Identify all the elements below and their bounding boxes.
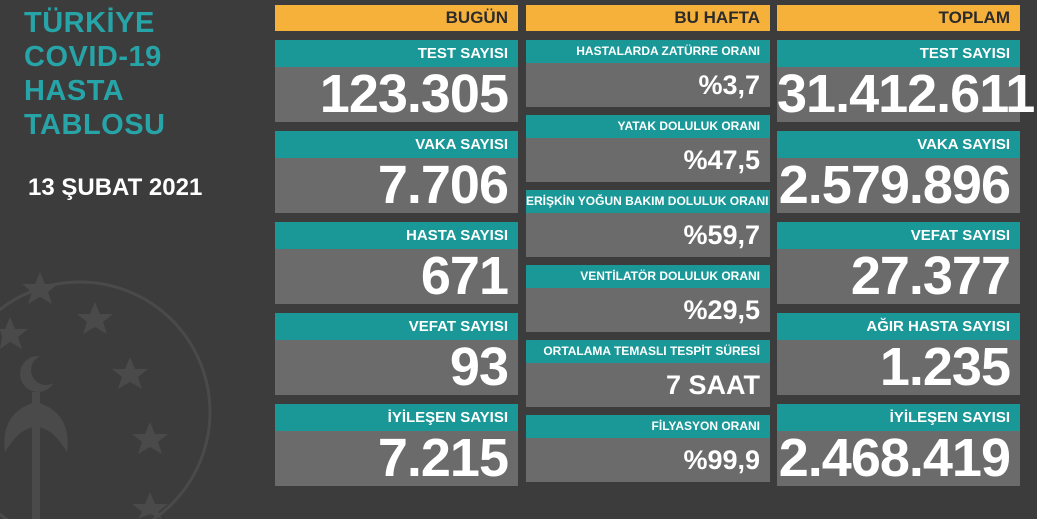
card-label: ORTALAMA TEMASLI TESPİT SÜRESİ (526, 340, 770, 363)
card-label: AĞIR HASTA SAYISI (777, 313, 1020, 340)
week-bed-occupancy-card: YATAK DOLULUK ORANI %47,5 (526, 115, 770, 182)
card-value: %47,5 (526, 138, 770, 182)
title-line: TABLOSU (24, 109, 166, 141)
card-label: VEFAT SAYISI (777, 222, 1020, 249)
today-test-card: TEST SAYISI 123.305 (275, 40, 518, 122)
card-label: İYİLEŞEN SAYISI (275, 404, 518, 431)
card-value: %59,7 (526, 213, 770, 257)
card-label: HASTALARDA ZATÜRRE ORANI (526, 40, 770, 63)
card-label: TEST SAYISI (275, 40, 518, 67)
week-icu-occupancy-card: ERİŞKİN YOĞUN BAKIM DOLULUK ORANI %59,7 (526, 190, 770, 257)
total-case-card: VAKA SAYISI 2.579.896 (777, 131, 1020, 213)
card-value: 7 SAAT (526, 363, 770, 407)
card-label: FİLYASYON ORANI (526, 415, 770, 438)
card-value: 7.706 (275, 158, 518, 213)
title-line: COVID-19 (24, 41, 162, 73)
week-pneumonia-card: HASTALARDA ZATÜRRE ORANI %3,7 (526, 40, 770, 107)
today-death-card: VEFAT SAYISI 93 (275, 313, 518, 395)
today-recovered-card: İYİLEŞEN SAYISI 7.215 (275, 404, 518, 486)
card-value: %3,7 (526, 63, 770, 107)
card-label: TEST SAYISI (777, 40, 1020, 67)
card-value: 2.579.896 (777, 158, 1020, 213)
total-recovered-card: İYİLEŞEN SAYISI 2.468.419 (777, 404, 1020, 486)
card-value: 671 (275, 249, 518, 304)
card-value: 2.468.419 (777, 431, 1020, 486)
card-value: %29,5 (526, 288, 770, 332)
today-case-card: VAKA SAYISI 7.706 (275, 131, 518, 213)
card-label: HASTA SAYISI (275, 222, 518, 249)
total-death-card: VEFAT SAYISI 27.377 (777, 222, 1020, 304)
card-label: VAKA SAYISI (777, 131, 1020, 158)
week-ventilator-card: VENTİLATÖR DOLULUK ORANI %29,5 (526, 265, 770, 332)
card-label: VAKA SAYISI (275, 131, 518, 158)
title-line: TÜRKİYE (24, 7, 155, 39)
week-header: BU HAFTA (526, 5, 770, 31)
ministry-emblem-icon (0, 272, 212, 519)
report-date: 13 ŞUBAT 2021 (28, 174, 203, 201)
card-value: 31.412.611 (777, 64, 1035, 124)
today-header: BUGÜN (275, 5, 518, 31)
card-label: YATAK DOLULUK ORANI (526, 115, 770, 138)
total-test-card: TEST SAYISI 31.412.611 (777, 40, 1035, 124)
card-value: 1.235 (777, 340, 1020, 395)
page-title: TÜRKİYE COVID-19 HASTA TABLOSU (24, 6, 166, 142)
card-value: 123.305 (275, 67, 518, 122)
today-column: BUGÜN TEST SAYISI 123.305 VAKA SAYISI 7.… (275, 5, 518, 490)
card-value: 7.215 (275, 431, 518, 486)
week-contact-time-card: ORTALAMA TEMASLI TESPİT SÜRESİ 7 SAAT (526, 340, 770, 407)
week-filiation-card: FİLYASYON ORANI %99,9 (526, 415, 770, 482)
title-line: HASTA (24, 75, 125, 107)
card-label: İYİLEŞEN SAYISI (777, 404, 1020, 431)
card-value: 27.377 (777, 249, 1020, 304)
card-value: 93 (275, 340, 518, 395)
total-header: TOPLAM (777, 5, 1020, 31)
total-critical-card: AĞIR HASTA SAYISI 1.235 (777, 313, 1020, 395)
card-value: %99,9 (526, 438, 770, 482)
card-label: VEFAT SAYISI (275, 313, 518, 340)
card-label: ERİŞKİN YOĞUN BAKIM DOLULUK ORANI (526, 190, 770, 213)
week-column: BU HAFTA HASTALARDA ZATÜRRE ORANI %3,7 Y… (526, 5, 770, 490)
card-label: VENTİLATÖR DOLULUK ORANI (526, 265, 770, 288)
total-column: TOPLAM TEST SAYISI 31.412.611 VAKA SAYIS… (777, 5, 1035, 490)
today-patient-card: HASTA SAYISI 671 (275, 222, 518, 304)
